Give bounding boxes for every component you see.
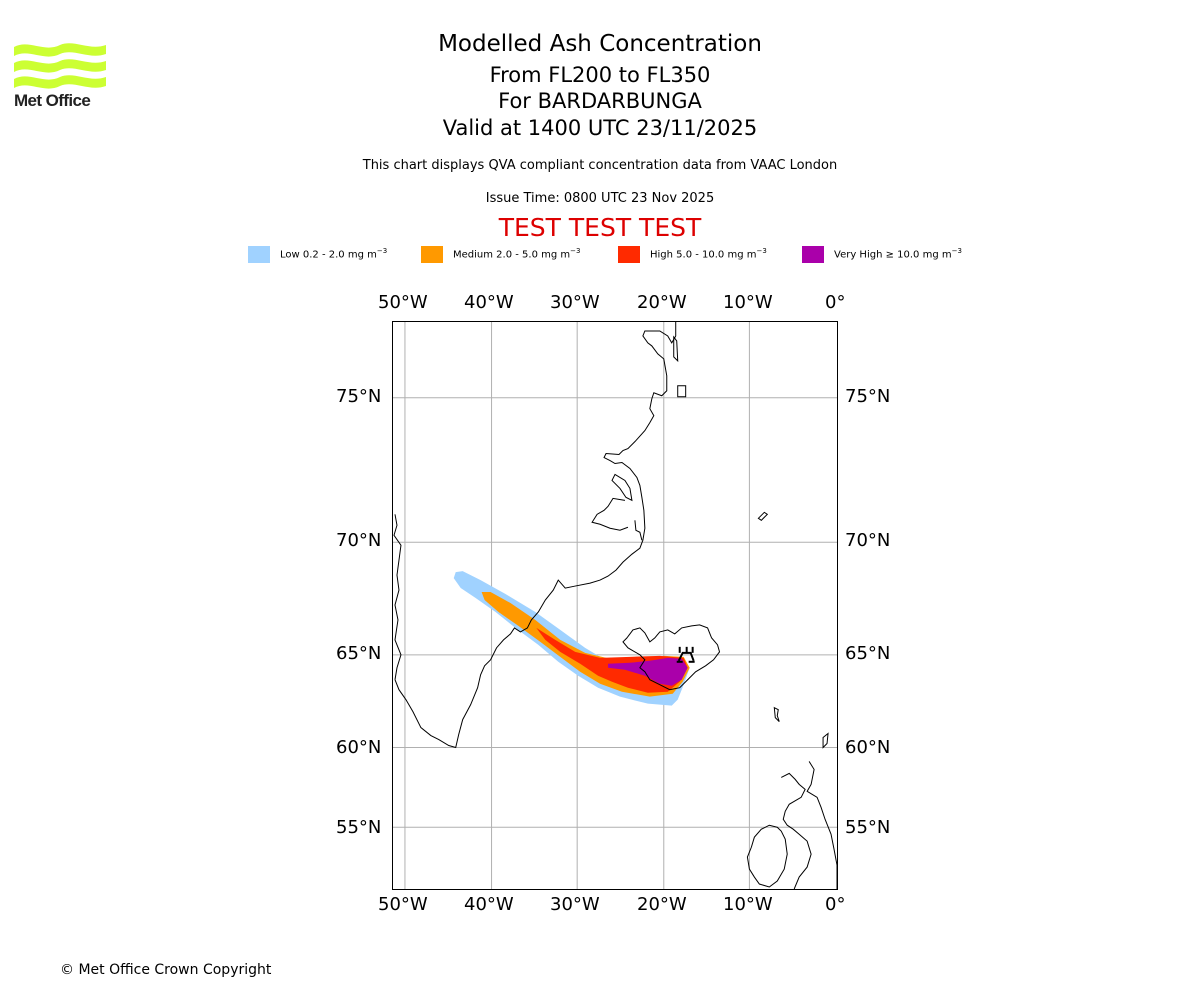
lat-tick-right-55n: 55°N [845,817,891,838]
test-banner: TEST TEST TEST [498,213,702,242]
coastline-greenland-fjord-2 [611,473,633,502]
coastline-great-britain [781,761,837,889]
lat-tick-right-65n: 65°N [845,643,891,664]
lon-tick-top-0: 0° [825,292,846,313]
legend-item-low: Low 0.2 - 2.0 mg m−3 [248,244,387,264]
legend-swatch-low [248,245,270,263]
lat-tick-right-70n: 70°N [845,530,891,551]
legend-swatch-very-high [802,245,824,263]
copyright-notice: © Met Office Crown Copyright [60,962,272,978]
coastline-greenland-fjord-1 [591,497,643,541]
lat-tick-left-60n: 60°N [336,737,382,758]
coastline-ireland [746,824,788,888]
lat-tick-left-75n: 75°N [336,386,382,407]
lon-tick-bottom-0: 0° [825,894,846,915]
met-office-logo-text: Met Office [14,91,91,110]
lon-tick-bottom-50w: 50°W [378,894,428,915]
chart-description: This chart displays QVA compliant concen… [362,158,838,173]
valid-time: Valid at 1400 UTC 23/11/2025 [442,116,758,140]
flight-levels: From FL200 to FL350 [489,63,711,87]
lon-tick-top-30w: 30°W [550,292,600,313]
lon-tick-bottom-10w: 10°W [723,894,773,915]
coastline-greenland-island [673,335,687,398]
volcano-icon [676,646,695,663]
lon-tick-top-50w: 50°W [378,292,428,313]
coastline-greenland-east [394,322,677,749]
coastlines [393,322,837,889]
legend-swatch-medium [421,245,443,263]
issue-time: Issue Time: 0800 UTC 23 Nov 2025 [485,191,715,206]
legend-label-high: High 5.0 - 10.0 mg m−3 [650,247,767,261]
lon-tick-top-10w: 10°W [723,292,773,313]
legend-item-medium: Medium 2.0 - 5.0 mg m−3 [421,244,580,264]
coastline-greenland-west [393,514,402,680]
coastline-shetland [822,732,829,749]
legend-label-very-high: Very High ≥ 10.0 mg m−3 [834,247,962,261]
legend-item-high: High 5.0 - 10.0 mg m−3 [618,244,767,264]
lon-tick-top-40w: 40°W [464,292,514,313]
legend-item-very-high: Very High ≥ 10.0 mg m−3 [802,244,962,264]
legend-label-medium: Medium 2.0 - 5.0 mg m−3 [453,247,581,261]
lon-tick-bottom-20w: 20°W [637,894,687,915]
lon-tick-bottom-40w: 40°W [464,894,514,915]
met-office-logo-icon [14,43,106,89]
lat-tick-left-70n: 70°N [336,530,382,551]
graticule [393,322,837,889]
chart-title: Modelled Ash Concentration [438,31,762,57]
ash-concentration-map [392,321,838,890]
lat-tick-right-60n: 60°N [845,737,891,758]
coastline-jan-mayen [757,511,769,521]
legend-label-low: Low 0.2 - 2.0 mg m−3 [280,247,388,261]
coastline-faroes [773,706,780,722]
ash-region-very-high [608,657,688,686]
lon-tick-top-20w: 20°W [637,292,687,313]
coastline-iceland [622,624,721,691]
lat-tick-left-55n: 55°N [336,817,382,838]
lon-tick-bottom-30w: 30°W [550,894,600,915]
lat-tick-right-75n: 75°N [845,386,891,407]
volcano-name: For BARDARBUNGA [498,89,702,113]
legend-swatch-high [618,245,640,263]
lat-tick-left-65n: 65°N [336,643,382,664]
